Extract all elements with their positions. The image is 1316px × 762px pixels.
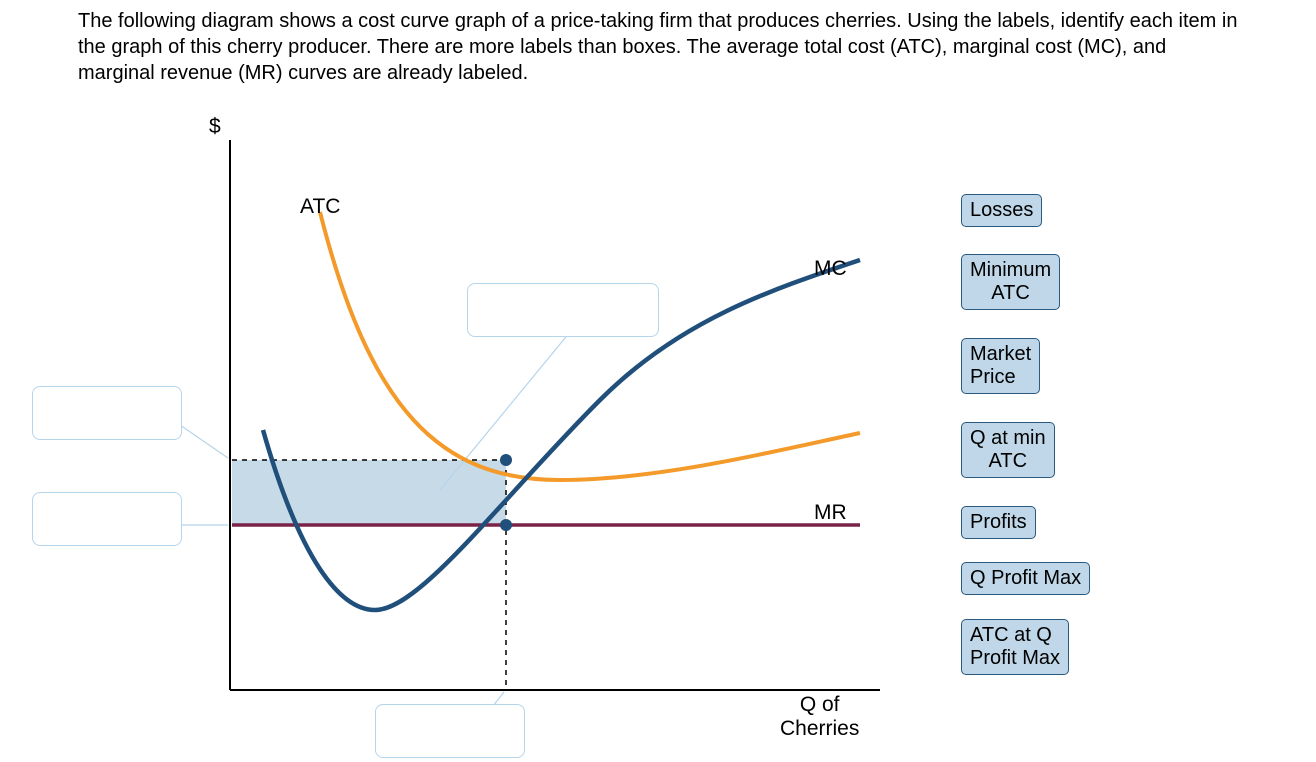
leader-to-upper-point bbox=[180, 425, 228, 458]
label-chip-q-at-min-atc[interactable]: Q at min ATC bbox=[961, 422, 1055, 478]
question-text: The following diagram shows a cost curve… bbox=[78, 8, 1238, 86]
label-chip-minimum-atc[interactable]: Minimum ATC bbox=[961, 254, 1060, 310]
y-axis-label: $ bbox=[209, 115, 221, 139]
label-chip-atc-at-q-profit-max[interactable]: ATC at Q Profit Max bbox=[961, 619, 1069, 675]
label-chip-losses[interactable]: Losses bbox=[961, 194, 1042, 227]
label-chip-profits[interactable]: Profits bbox=[961, 506, 1036, 539]
mc-label: MC bbox=[814, 257, 847, 281]
atc-label: ATC bbox=[300, 195, 340, 219]
point-mr-mc bbox=[500, 519, 512, 531]
mr-label: MR bbox=[814, 501, 847, 525]
drop-box-upper-y-value[interactable] bbox=[32, 386, 182, 440]
cost-curve-graph bbox=[0, 120, 900, 760]
drop-box-x-value[interactable] bbox=[375, 704, 525, 758]
label-chip-q-profit-max[interactable]: Q Profit Max bbox=[961, 562, 1090, 595]
label-chip-market-price[interactable]: Market Price bbox=[961, 338, 1040, 394]
drop-box-lower-y-value[interactable] bbox=[32, 492, 182, 546]
drop-box-shaded-area[interactable] bbox=[467, 283, 659, 337]
x-axis-label: Q of Cherries bbox=[780, 693, 859, 741]
point-atc-at-q bbox=[500, 454, 512, 466]
atc-curve bbox=[320, 212, 860, 480]
